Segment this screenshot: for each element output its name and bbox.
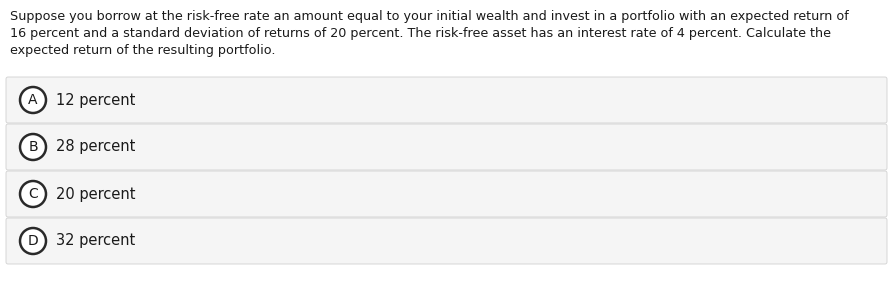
Text: Suppose you borrow at the risk-free rate an amount equal to your initial wealth : Suppose you borrow at the risk-free rate… [10, 10, 848, 23]
Circle shape [20, 87, 46, 113]
FancyBboxPatch shape [6, 77, 887, 123]
Text: C: C [28, 187, 38, 201]
FancyBboxPatch shape [6, 124, 887, 170]
Text: B: B [29, 140, 38, 154]
Text: expected return of the resulting portfolio.: expected return of the resulting portfol… [10, 44, 276, 57]
Text: 16 percent and a standard deviation of returns of 20 percent. The risk-free asse: 16 percent and a standard deviation of r… [10, 27, 831, 40]
Circle shape [20, 181, 46, 207]
Text: D: D [28, 234, 38, 248]
Text: 32 percent: 32 percent [56, 233, 135, 249]
Text: A: A [29, 93, 38, 107]
Circle shape [20, 228, 46, 254]
FancyBboxPatch shape [6, 171, 887, 217]
Text: 20 percent: 20 percent [56, 187, 136, 201]
Text: 28 percent: 28 percent [56, 140, 136, 154]
Text: 12 percent: 12 percent [56, 92, 136, 108]
FancyBboxPatch shape [6, 218, 887, 264]
Circle shape [20, 134, 46, 160]
